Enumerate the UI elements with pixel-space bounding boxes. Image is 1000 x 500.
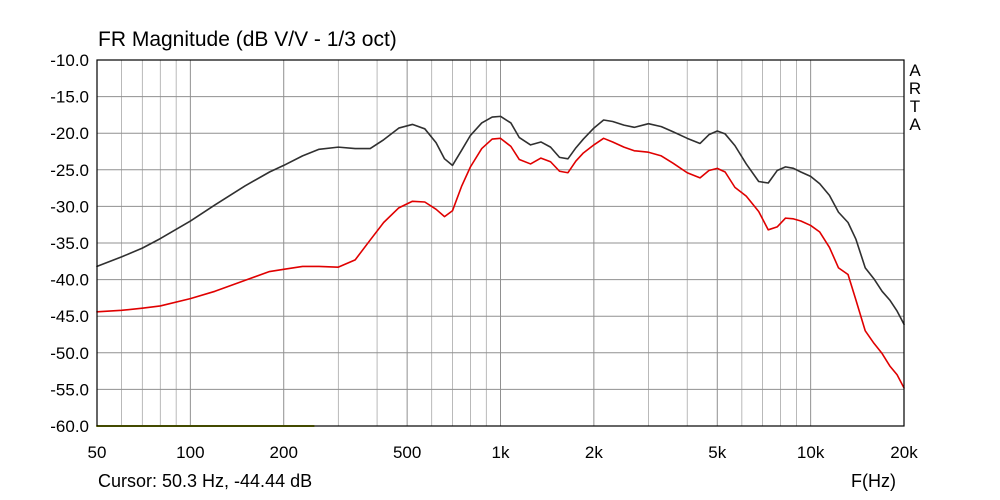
arta-brand: A R T A — [905, 62, 925, 134]
y-tick-label: -55.0 — [50, 380, 89, 399]
y-tick-label: -35.0 — [50, 234, 89, 253]
upper-response-curve — [96, 115, 905, 326]
lower-response-curve — [96, 137, 905, 389]
x-tick-label: 1k — [492, 443, 510, 462]
x-tick-label: 2k — [585, 443, 603, 462]
y-tick-label: -50.0 — [50, 344, 89, 363]
chart-title: FR Magnitude (dB V/V - 1/3 oct) — [98, 28, 397, 51]
y-tick-label: -20.0 — [50, 124, 89, 143]
x-tick-label: 200 — [270, 443, 298, 462]
x-tick-label: 100 — [176, 443, 204, 462]
y-tick-label: -30.0 — [50, 197, 89, 216]
x-axis-label: F(Hz) — [851, 471, 896, 491]
brand-letter-r: R — [908, 79, 922, 98]
y-tick-label: -10.0 — [50, 51, 89, 70]
x-tick-label: 50 — [88, 443, 107, 462]
y-tick-label: -45.0 — [50, 307, 89, 326]
brand-letter-a: A — [909, 61, 921, 80]
x-tick-label: 500 — [393, 443, 421, 462]
cursor-readout: Cursor: 50.3 Hz, -44.44 dB — [98, 471, 313, 491]
brand-letter-t: T — [909, 97, 921, 116]
x-tick-label: 5k — [708, 443, 726, 462]
y-tick-label: -40.0 — [50, 271, 89, 290]
plot-frame — [96, 59, 905, 427]
x-tick-label: 20k — [890, 443, 918, 462]
brand-letter-a2: A — [909, 115, 921, 134]
y-tick-label: -60.0 — [50, 417, 89, 436]
y-tick-label: -15.0 — [50, 88, 89, 107]
x-tick-label: 10k — [797, 443, 825, 462]
y-tick-label: -25.0 — [50, 161, 89, 180]
